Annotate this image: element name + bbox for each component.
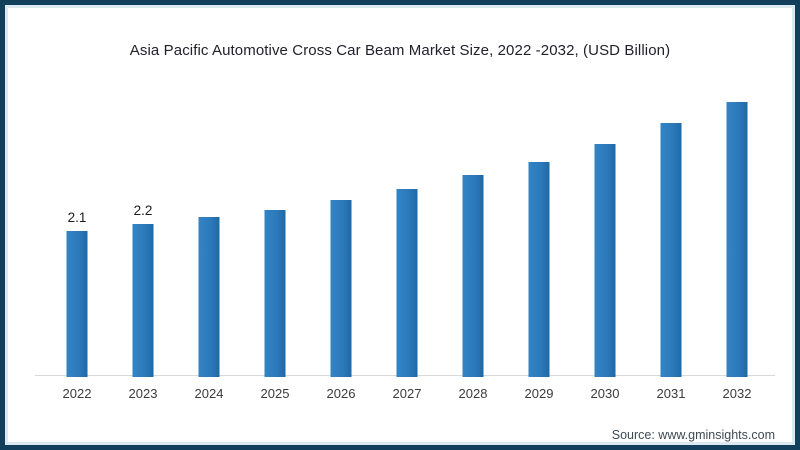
bar-value-label: 2.1 [67, 210, 87, 225]
x-tick-label: 2028 [458, 386, 488, 401]
x-tick-label: 2024 [194, 386, 224, 401]
bar-slot [704, 5, 770, 377]
bar-2028 [462, 175, 484, 377]
bar-slot [506, 5, 572, 377]
bar-2025 [264, 210, 286, 377]
bar-slot [440, 5, 506, 377]
bar-2022 [66, 231, 88, 377]
bar-2029 [528, 162, 550, 377]
bar-slot: 2.2 [110, 5, 176, 377]
x-tick-label: 2022 [62, 386, 92, 401]
bar-slot [242, 5, 308, 377]
bar-2024 [198, 217, 220, 377]
x-tick-label: 2031 [656, 386, 686, 401]
bar-2030 [594, 144, 616, 377]
bar-slot [308, 5, 374, 377]
bar-slot [374, 5, 440, 377]
bar-slot [176, 5, 242, 377]
bar-slot [572, 5, 638, 377]
bar-2027 [396, 189, 418, 377]
x-tick-label: 2027 [392, 386, 422, 401]
bar-slot: 2.1 [44, 5, 110, 377]
x-tick-label: 2026 [326, 386, 356, 401]
bar-2032 [726, 102, 748, 377]
bar-slot [638, 5, 704, 377]
x-tick-label: 2029 [524, 386, 554, 401]
chart-title: Asia Pacific Automotive Cross Car Beam M… [129, 42, 671, 59]
x-tick-label: 2025 [260, 386, 290, 401]
x-tick-label: 2032 [722, 386, 752, 401]
source-attribution: Source: www.gminsights.com [611, 428, 775, 442]
bar-value-label: 2.2 [133, 203, 153, 218]
bar-2026 [330, 200, 352, 377]
bar-2031 [660, 123, 682, 377]
bar-2023 [132, 224, 154, 377]
plot-area: 2.1 2.2 [44, 5, 771, 377]
x-tick-label: 2023 [128, 386, 158, 401]
x-tick-label: 2030 [590, 386, 620, 401]
